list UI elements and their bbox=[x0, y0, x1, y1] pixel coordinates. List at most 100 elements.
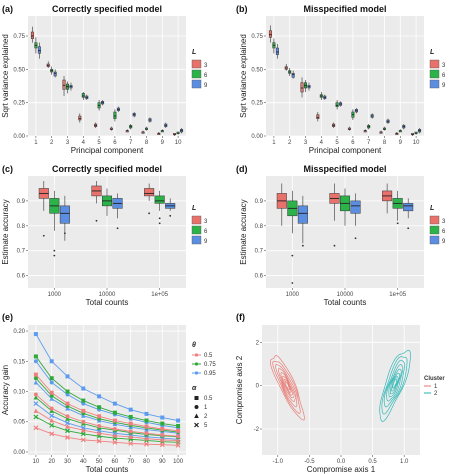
data-point-theta0.95-alpha2 bbox=[33, 379, 39, 385]
data-point-theta0.75-alpha0.5 bbox=[176, 423, 181, 428]
legend-label-b: 9 bbox=[442, 83, 446, 89]
series-line-theta0.75-alpha0.5 bbox=[35, 356, 179, 427]
y-tick-label-e: 0.10 bbox=[13, 390, 25, 396]
outlier-point bbox=[407, 227, 410, 230]
y-tick-label-d: 0.6 bbox=[255, 274, 264, 280]
contour-cluster1 bbox=[278, 368, 297, 402]
x-tick-label-d: 1e+05 bbox=[389, 292, 407, 298]
data-point-theta0.5-alpha0.5 bbox=[81, 408, 86, 413]
y-tick-label-e: 0.00 bbox=[13, 450, 25, 456]
x-tick-label-e: 50 bbox=[96, 459, 103, 465]
data-point-theta0.95-alpha0.5 bbox=[33, 332, 38, 337]
contour-cluster2 bbox=[383, 359, 405, 408]
legend-theta-label: 0.75 bbox=[204, 362, 216, 368]
data-point-theta0.5-alpha5 bbox=[128, 441, 134, 446]
data-point-theta0.75-alpha1 bbox=[33, 376, 38, 381]
x-tick-label-b: 4 bbox=[320, 140, 324, 146]
x-tick-label-c: 1e+05 bbox=[151, 292, 169, 298]
outlier-point bbox=[53, 254, 56, 257]
data-point-theta0.5-alpha1 bbox=[97, 423, 102, 428]
data-point-theta0.95-alpha1 bbox=[81, 401, 86, 406]
y-axis-label-f: Compromise axis 2 bbox=[235, 355, 244, 424]
x-tick-label-b: 5 bbox=[335, 140, 339, 146]
legend-cluster-label: 1 bbox=[434, 384, 438, 390]
y-axis-label-b: Sqrt variance explained bbox=[239, 34, 248, 118]
data-point-theta0.75-alpha2 bbox=[49, 408, 54, 413]
data-point-theta0.5-alpha5 bbox=[96, 438, 102, 444]
box-d-L9-1000 bbox=[297, 205, 308, 224]
data-point-theta0.5-alpha5 bbox=[175, 442, 181, 448]
data-point-theta0.75-alpha0.5 bbox=[49, 376, 54, 381]
data-point-theta0.75-alpha5 bbox=[80, 431, 86, 437]
data-point-theta0.75-alpha5-stroke bbox=[49, 422, 55, 428]
series-line-theta0.5-alpha0.5 bbox=[35, 374, 179, 432]
outlier-point bbox=[158, 217, 161, 220]
y-tick-label-f: -2 bbox=[254, 427, 260, 433]
y-tick-label-e: 0.15 bbox=[13, 359, 25, 365]
legend-label-d: 3 bbox=[442, 219, 446, 225]
data-point-theta0.5-alpha0.5 bbox=[33, 372, 38, 377]
panel-title-d: Misspecified model bbox=[303, 164, 386, 174]
legend-swatch-d bbox=[429, 215, 440, 225]
legend-alpha-label: 0.5 bbox=[204, 396, 213, 402]
y-tick-label-b: 0.50 bbox=[251, 67, 263, 73]
legend-alpha-symbol-square bbox=[194, 396, 199, 400]
data-point-theta0.5-alpha2 bbox=[128, 434, 133, 439]
data-point-theta0.5-alpha5 bbox=[80, 437, 86, 443]
y-tick-label-b: 0.25 bbox=[251, 101, 263, 107]
legend-alpha-symbol-triangle bbox=[194, 413, 199, 418]
data-point-theta0.5-alpha1 bbox=[112, 427, 117, 431]
legend-alpha-label: 2 bbox=[204, 414, 208, 420]
data-point-theta0.75-alpha0.5 bbox=[144, 418, 149, 423]
data-point-theta0.95-alpha5 bbox=[65, 420, 70, 426]
panel-label-b: (b) bbox=[236, 4, 248, 14]
legend-swatch-c bbox=[191, 235, 202, 245]
panel-title-c: Correctly specified model bbox=[52, 164, 162, 174]
legend-alpha-symbol-circle bbox=[194, 405, 199, 409]
contour-cluster1 bbox=[283, 378, 292, 393]
data-point-theta0.95-alpha5-stroke bbox=[65, 420, 70, 426]
data-point-theta0.5-alpha1 bbox=[144, 431, 149, 436]
legend-theta-label: 0.95 bbox=[204, 371, 216, 377]
y-tick-label-f: 2 bbox=[256, 340, 260, 346]
contour-cluster2 bbox=[392, 378, 398, 389]
panel-title-a: Correctly specified model bbox=[52, 4, 162, 14]
data-point-theta0.75-alpha0.5 bbox=[81, 398, 86, 403]
data-point-theta0.5-alpha5 bbox=[159, 442, 165, 448]
box-a-L9-2 bbox=[53, 71, 57, 77]
panel-label-f: (f) bbox=[236, 312, 245, 322]
data-point-theta0.75-alpha0.5 bbox=[33, 354, 38, 359]
outlier-point bbox=[396, 222, 399, 225]
data-point-theta0.5-alpha0.5 bbox=[112, 418, 117, 423]
data-point-theta0.5-alpha1 bbox=[65, 414, 70, 419]
box-c-L3-1e+05 bbox=[144, 188, 155, 197]
y-tick-label-e: 0.20 bbox=[13, 329, 25, 335]
data-point-theta0.95-alpha5-stroke bbox=[33, 401, 39, 407]
contour-cluster2 bbox=[389, 372, 401, 395]
contour-cluster1 bbox=[284, 381, 290, 391]
legend-swatch-a bbox=[191, 79, 202, 89]
legend-alpha-title: α bbox=[192, 385, 197, 392]
data-point-theta0.95-alpha5 bbox=[33, 401, 39, 407]
data-point-theta0.5-alpha5-stroke bbox=[33, 425, 39, 431]
y-tick-label-f: 0 bbox=[256, 384, 260, 390]
outlier-point bbox=[354, 237, 357, 240]
data-point-theta0.5-alpha2 bbox=[112, 433, 118, 438]
legend-title-b: L bbox=[430, 49, 434, 56]
x-tick-label-e: 60 bbox=[112, 459, 119, 465]
data-point-theta0.95-alpha5-stroke bbox=[49, 413, 55, 419]
box-b-L9-2 bbox=[291, 73, 295, 78]
legend-theta-label: 0.5 bbox=[204, 353, 213, 359]
data-point-theta0.5-alpha1 bbox=[160, 433, 165, 438]
x-tick-label-b: 1 bbox=[272, 140, 276, 146]
outlier-point bbox=[291, 254, 294, 257]
y-tick-label-c: 0.9 bbox=[17, 199, 26, 205]
x-tick-label-d: 10000 bbox=[337, 292, 354, 298]
legend-alpha-label: 5 bbox=[204, 423, 208, 429]
x-tick-label-a: 8 bbox=[145, 140, 149, 146]
data-point-theta0.5-alpha1 bbox=[33, 392, 38, 397]
x-tick-label-b: 8 bbox=[383, 140, 387, 146]
outlier-point bbox=[158, 222, 161, 225]
y-tick-label-e: 0.05 bbox=[13, 420, 25, 426]
plot-panel-e bbox=[28, 325, 186, 455]
